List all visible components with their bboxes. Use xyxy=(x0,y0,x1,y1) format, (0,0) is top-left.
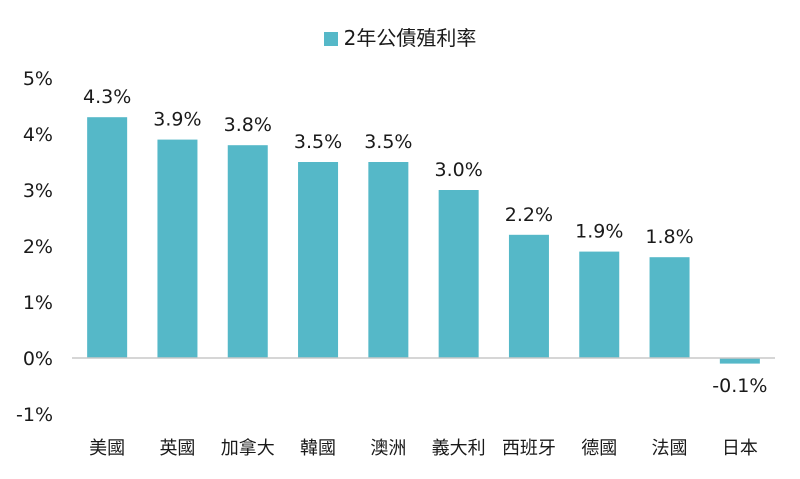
data-label: 2.2% xyxy=(505,204,553,226)
category-label: 韓國 xyxy=(300,438,336,459)
data-label: -0.1% xyxy=(712,375,767,397)
legend-label: 2年公債殖利率 xyxy=(343,26,477,50)
category-label: 加拿大 xyxy=(221,437,275,459)
y-tick-label: 5% xyxy=(23,68,53,90)
data-label: 3.0% xyxy=(435,159,483,181)
category-label: 英國 xyxy=(159,438,195,459)
bar xyxy=(579,251,620,358)
bar xyxy=(227,145,268,358)
data-label: 3.9% xyxy=(153,109,201,131)
category-label: 澳洲 xyxy=(370,438,406,459)
bar xyxy=(719,358,760,364)
y-tick-label: 4% xyxy=(23,124,53,146)
legend: 2年公債殖利率 xyxy=(0,22,800,51)
data-label: 1.8% xyxy=(645,226,693,248)
bar xyxy=(368,162,409,358)
bar xyxy=(649,257,690,358)
bar xyxy=(157,139,198,358)
bar xyxy=(87,117,128,358)
data-label: 3.8% xyxy=(224,114,272,136)
y-tick-label: 0% xyxy=(23,348,53,370)
bar xyxy=(438,190,479,358)
y-tick-label: 3% xyxy=(23,180,53,202)
category-label: 美國 xyxy=(89,438,125,459)
bar xyxy=(508,234,549,358)
category-label: 德國 xyxy=(581,438,617,459)
y-tick-label: -1% xyxy=(16,404,53,426)
y-tick-label: 2% xyxy=(23,236,53,258)
y-tick-label: 1% xyxy=(23,292,53,314)
legend-swatch xyxy=(323,32,338,46)
data-label: 4.3% xyxy=(83,86,131,108)
category-label: 西班牙 xyxy=(502,438,556,459)
data-label: 3.5% xyxy=(294,131,342,153)
data-label: 1.9% xyxy=(575,221,623,243)
category-label: 日本 xyxy=(722,438,758,459)
category-label: 義大利 xyxy=(432,438,486,459)
data-label: 3.5% xyxy=(364,131,412,153)
bar xyxy=(298,162,339,358)
category-label: 法國 xyxy=(652,438,688,459)
